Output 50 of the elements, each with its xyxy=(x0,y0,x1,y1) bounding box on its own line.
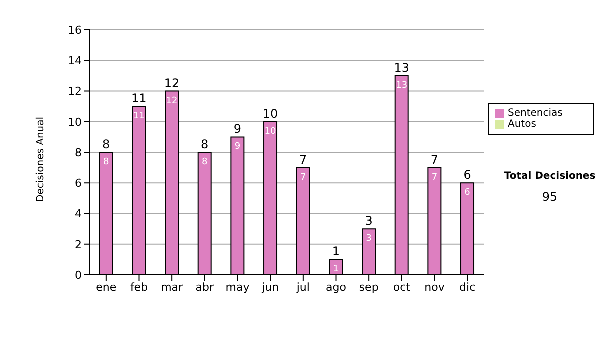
data-label: 12 xyxy=(166,96,178,106)
y-tick-label: 4 xyxy=(75,208,82,221)
total-label: 8 xyxy=(201,138,209,152)
x-tick-label: mar xyxy=(161,280,184,294)
y-tick-label: 0 xyxy=(75,268,82,282)
y-tick-label: 10 xyxy=(68,116,82,129)
data-label: 10 xyxy=(264,126,277,137)
y-tick-label: 6 xyxy=(75,177,82,190)
x-tick-label: feb xyxy=(130,280,148,294)
data-label: 8 xyxy=(103,158,110,168)
legend-label: Autos xyxy=(508,119,536,130)
data-label: 7 xyxy=(300,172,306,183)
total-label: 10 xyxy=(262,106,278,121)
x-tick-label: may xyxy=(226,280,250,294)
data-label: 3 xyxy=(366,234,372,244)
total-label: 13 xyxy=(394,60,410,75)
total-label: 8 xyxy=(102,138,110,152)
data-label: 11 xyxy=(133,112,145,122)
x-tick-label: nov xyxy=(424,280,446,294)
total-label: 3 xyxy=(365,214,373,228)
x-tick-label: abr xyxy=(196,280,215,294)
total-label: 9 xyxy=(234,122,242,136)
y-tick-label: 8 xyxy=(75,146,82,160)
total-label: 7 xyxy=(430,152,439,167)
total-label: 1 xyxy=(332,244,340,259)
text: 95 xyxy=(541,190,559,204)
data-label: 9 xyxy=(234,142,241,152)
data-label: 8 xyxy=(202,158,208,168)
legend-label: Sentencias xyxy=(508,108,563,119)
text: Total Decisiones xyxy=(503,171,597,182)
x-tick-label: ago xyxy=(326,280,347,294)
total-label: 6 xyxy=(464,168,472,182)
data-label: 7 xyxy=(432,172,438,183)
x-tick-label: dic xyxy=(460,280,476,294)
x-tick-label: sep xyxy=(359,280,379,294)
total-label: 7 xyxy=(300,152,308,167)
x-tick-label: ene xyxy=(96,280,117,294)
data-label: 13 xyxy=(396,80,408,91)
data-label: 6 xyxy=(464,188,471,198)
y-tick-label: 12 xyxy=(68,85,82,98)
x-tick-label: jun xyxy=(261,280,280,294)
x-tick-label: jul xyxy=(296,280,310,294)
total-label: 11 xyxy=(132,92,147,106)
y-tick-label: 14 xyxy=(68,54,82,68)
y-axis-title: Decisiones Anual xyxy=(36,116,47,202)
y-tick-label: 16 xyxy=(68,24,82,37)
total-label: 12 xyxy=(164,76,180,90)
data-label: 1 xyxy=(333,264,340,275)
x-tick-label: oct xyxy=(393,280,412,294)
y-tick-label: 2 xyxy=(75,238,82,252)
